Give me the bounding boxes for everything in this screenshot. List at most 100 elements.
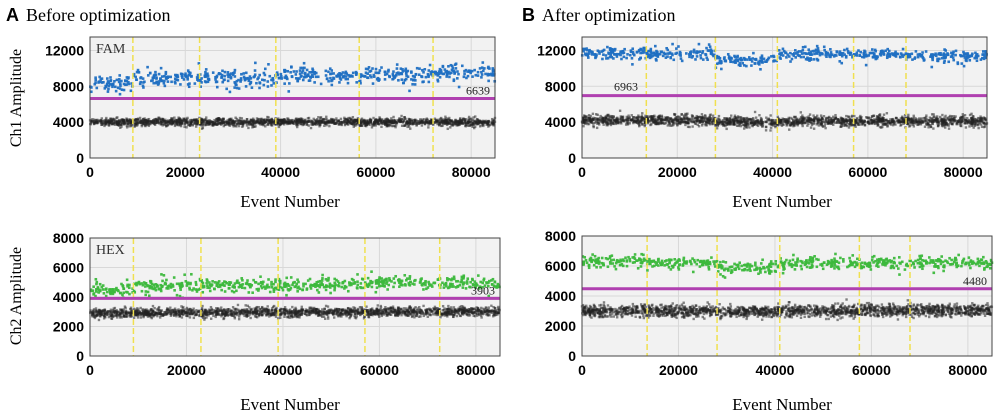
negative-droplet-point — [200, 307, 204, 310]
positive-droplet-point — [452, 275, 456, 279]
negative-droplet-point — [202, 312, 205, 315]
positive-droplet-point — [362, 286, 366, 290]
negative-droplet-point — [403, 124, 407, 127]
positive-droplet-point — [283, 281, 287, 285]
positive-droplet-point — [262, 71, 266, 75]
negative-droplet-point — [153, 306, 156, 310]
negative-droplet-point — [240, 117, 244, 120]
negative-droplet-point — [116, 310, 120, 313]
negative-droplet-point — [193, 118, 196, 121]
negative-droplet-point — [447, 121, 450, 124]
positive-droplet-point — [259, 281, 263, 285]
negative-droplet-point — [146, 309, 149, 313]
positive-droplet-point — [327, 278, 330, 282]
positive-droplet-point — [465, 76, 468, 80]
negative-droplet-point — [91, 313, 94, 316]
negative-droplet-point — [268, 315, 271, 318]
negative-droplet-point — [221, 312, 224, 315]
negative-droplet-point — [180, 122, 184, 125]
negative-droplet-point — [114, 119, 117, 123]
negative-droplet-point — [455, 308, 458, 311]
positive-droplet-point — [206, 74, 210, 78]
negative-droplet-point — [243, 314, 246, 318]
positive-droplet-point — [383, 78, 387, 81]
negative-droplet-point — [356, 117, 360, 120]
negative-droplet-point — [360, 117, 364, 120]
positive-droplet-point — [223, 290, 227, 293]
negative-droplet-point — [274, 307, 278, 311]
positive-droplet-point — [122, 82, 126, 86]
negative-droplet-point — [393, 309, 397, 312]
negative-droplet-point — [136, 313, 139, 316]
negative-droplet-point — [383, 309, 386, 312]
panel-b-letter: B — [522, 5, 535, 25]
negative-droplet-point — [122, 313, 126, 316]
positive-droplet-point — [418, 281, 422, 284]
positive-droplet-point — [387, 68, 390, 72]
positive-droplet-point — [258, 81, 262, 85]
positive-droplet-point — [480, 73, 484, 76]
negative-droplet-point — [109, 311, 113, 314]
negative-droplet-point — [244, 120, 247, 123]
negative-droplet-point — [140, 124, 144, 128]
positive-droplet-point — [491, 67, 495, 70]
positive-droplet-point — [107, 84, 111, 88]
negative-droplet-point — [228, 122, 231, 125]
positive-droplet-point — [378, 284, 381, 288]
positive-droplet-point — [154, 282, 157, 286]
negative-droplet-point — [208, 312, 211, 316]
negative-droplet-point — [259, 309, 262, 313]
positive-droplet-point — [465, 280, 469, 283]
negative-droplet-point — [462, 308, 466, 311]
negative-droplet-point — [469, 308, 472, 311]
positive-droplet-point — [163, 282, 167, 286]
panel-a-letter: A — [6, 5, 19, 25]
positive-droplet-point — [146, 290, 150, 294]
positive-droplet-point — [113, 85, 117, 89]
positive-droplet-point — [175, 78, 178, 82]
negative-droplet-point — [457, 309, 460, 313]
positive-droplet-point — [302, 282, 305, 286]
positive-droplet-point — [224, 280, 228, 284]
positive-droplet-point — [178, 283, 182, 287]
positive-droplet-point — [333, 284, 337, 288]
negative-droplet-point — [120, 316, 123, 319]
positive-droplet-point — [299, 66, 302, 70]
negative-droplet-point — [299, 119, 302, 122]
negative-droplet-point — [191, 312, 194, 316]
negative-droplet-point — [114, 309, 118, 313]
positive-droplet-point — [356, 283, 359, 287]
positive-droplet-point — [237, 281, 241, 285]
positive-droplet-point — [226, 79, 230, 83]
positive-droplet-point — [93, 82, 97, 86]
negative-droplet-point — [121, 118, 125, 122]
negative-droplet-point — [113, 310, 116, 313]
negative-droplet-point — [459, 120, 462, 123]
negative-droplet-point — [359, 121, 362, 125]
positive-droplet-point — [339, 78, 343, 81]
positive-droplet-point — [285, 76, 288, 79]
negative-droplet-point — [296, 120, 299, 123]
positive-droplet-point — [490, 72, 493, 76]
negative-droplet-point — [343, 116, 346, 120]
positive-droplet-point — [144, 285, 147, 288]
positive-droplet-point — [314, 71, 318, 75]
negative-droplet-point — [210, 120, 213, 124]
x-tick-label: 60000 — [356, 164, 395, 180]
positive-droplet-point — [197, 62, 201, 65]
negative-droplet-point — [102, 312, 105, 315]
positive-droplet-point — [445, 284, 448, 288]
negative-droplet-point — [345, 314, 348, 318]
positive-droplet-point — [120, 88, 124, 91]
negative-droplet-point — [180, 309, 183, 313]
negative-droplet-point — [410, 309, 414, 313]
negative-droplet-point — [100, 117, 103, 120]
negative-droplet-point — [111, 310, 115, 314]
negative-droplet-point — [293, 308, 296, 311]
negative-droplet-point — [471, 125, 474, 128]
negative-droplet-point — [434, 119, 437, 122]
negative-droplet-point — [250, 310, 253, 314]
positive-droplet-point — [326, 77, 329, 80]
negative-droplet-point — [353, 312, 357, 316]
positive-droplet-point — [631, 50, 635, 54]
